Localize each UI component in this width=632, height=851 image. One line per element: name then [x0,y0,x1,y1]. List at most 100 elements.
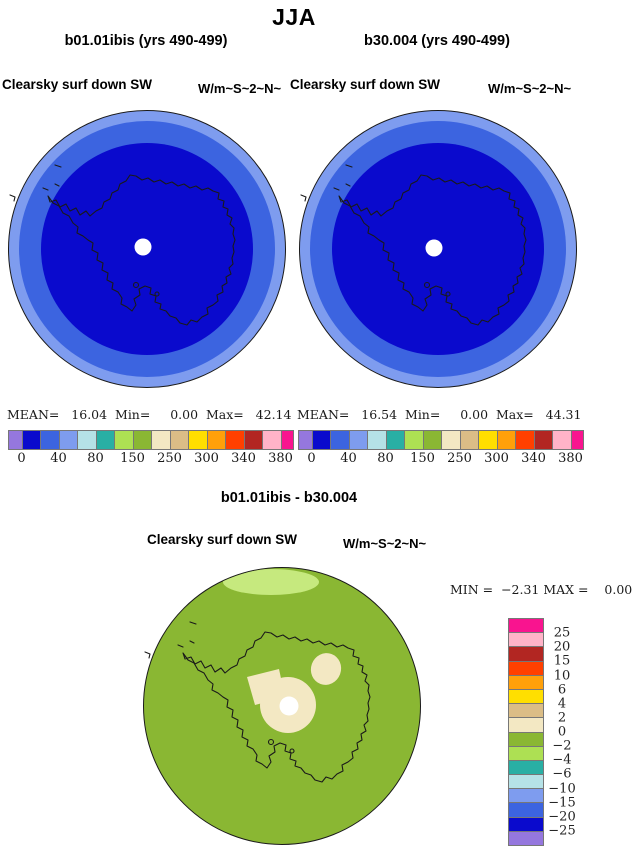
colorbar-tick-label: 0 [307,451,316,466]
colorbar-segment [509,660,543,675]
colorbar-segment [9,431,22,449]
colorbar-segment [509,674,543,689]
colorbar-segment [478,431,497,449]
colorbar-segment [509,731,543,746]
colorbar-tick-label: 340 [231,451,256,466]
colorbar-tick-label: 10 [553,668,571,683]
colorbar-right [298,430,584,450]
diff-colorbar [508,618,544,846]
colorbar-segment [509,830,543,845]
colorbar-segment [299,431,312,449]
colorbar-tick-label: −6 [552,766,572,782]
colorbar-tick-label: 20 [553,639,571,655]
colorbar-segment [95,431,114,449]
colorbar-segment [552,431,571,449]
panel-right-title: b30.004 (yrs 490-499) [364,33,510,49]
colorbar-tick-label: 2 [557,710,567,726]
colorbar-segment [40,431,59,449]
colorbar-tick-label: −4 [552,752,572,768]
colorbar-tick-label: 80 [87,451,104,466]
colorbar-segment [509,759,543,775]
colorbar-tick-label: 380 [268,451,293,466]
pole-hole-dot [134,238,152,256]
panel-left-title: b01.01ibis (yrs 490-499) [64,33,228,49]
colorbar-segment [570,431,583,449]
colorbar-segment [385,431,404,449]
colorbar-segment [21,431,40,449]
colorbar-tick-label: −10 [548,781,576,796]
diff-colorbar-ticks: 25 20 15 10 6 4 2 0 −2 −4 −6 −10 −15 −20 −25 [546,619,578,845]
colorbar-tick-label: 25 [553,625,571,641]
colorbar-tick-label: −25 [548,823,576,839]
polar-map-diff [143,567,421,845]
colorbar-tick-label: 0 [557,724,567,740]
diff-light-green-patch [223,569,319,595]
colorbar-tick-label: 40 [50,451,67,466]
colorbar-segment [533,431,552,449]
colorbar-segment [280,431,293,449]
colorbar-tick-label: 250 [157,451,182,466]
colorbar-segment [114,431,133,449]
colorbar-segment [509,703,543,718]
diff-anomaly-patches [223,569,342,733]
colorbar-segment [509,717,543,732]
colorbar-segment [509,745,543,760]
colorbar-segment [509,774,543,789]
colorbar-segment [404,431,423,449]
colorbar-tick-label: 40 [340,451,357,466]
pole-hole-dot [425,239,443,257]
colorbar-segment [243,431,262,449]
colorbar-segment [509,688,543,704]
colorbar-segment [367,431,386,449]
colorbar-segment [225,431,244,449]
colorbar-segment [509,632,543,647]
colorbar-segment [311,431,330,449]
panel-left-field-label: Clearsky surf down SW [2,77,153,92]
colorbar-segment [188,431,207,449]
colorbar-segment [169,431,188,449]
diff-units-label: W/m~S~2~N~ [343,536,427,551]
colorbar-tick-label: −15 [548,795,576,811]
colorbar-segment [509,816,543,831]
colorbar-tick-label: 380 [558,451,583,466]
colorbar-tick-label: 6 [557,682,567,698]
colorbar-tick-label: 340 [521,451,546,466]
colorbar-left [8,430,294,450]
colorbar-tick-label: 300 [194,451,219,466]
colorbar-tick-label: 0 [17,451,26,466]
colorbar-tick-label: −20 [548,809,576,825]
diff-field-label: Clearsky surf down SW [147,532,298,547]
colorbar-segment [422,431,441,449]
polar-map-left [8,110,286,388]
colorbar-tick-label: 250 [447,451,472,466]
diff-stats: MIN = −2.31 MAX = 0.00 [450,582,632,597]
pole-hole-dot [279,696,299,716]
colorbar-right-ticks: 0 40 80 150 250 300 340 380 [299,451,583,467]
colorbar-segment [509,646,543,661]
colorbar-segment [459,431,478,449]
panel-left-units-label: W/m~S~2~N~ [198,81,282,96]
diff-panel-title: b01.01ibis - b30.004 [220,490,358,506]
panel-right-field-label: Clearsky surf down SW [290,77,441,92]
colorbar-segment [151,431,170,449]
colorbar-tick-label: 300 [484,451,509,466]
figure-title: JJA [272,4,316,30]
panel-right-units-label: W/m~S~2~N~ [488,81,572,96]
colorbar-left-ticks: 0 40 80 150 250 300 340 380 [9,451,293,467]
colorbar-tick-label: 150 [410,451,435,466]
colorbar-segment [496,431,515,449]
panel-left-stats: MEAN= 16.04 Min= 0.00 Max= 42.14 [7,407,292,422]
colorbar-segment [132,431,151,449]
colorbar-segment [262,431,281,449]
colorbar-segment [509,619,543,633]
colorbar-tick-label: 150 [120,451,145,466]
colorbar-segment [206,431,225,449]
diff-cream-patch-secondary [310,653,342,685]
colorbar-segment [58,431,77,449]
colorbar-segment [77,431,96,449]
colorbar-segment [441,431,460,449]
colorbar-segment [515,431,534,449]
colorbar-tick-label: 80 [377,451,394,466]
colorbar-segment [509,788,543,803]
